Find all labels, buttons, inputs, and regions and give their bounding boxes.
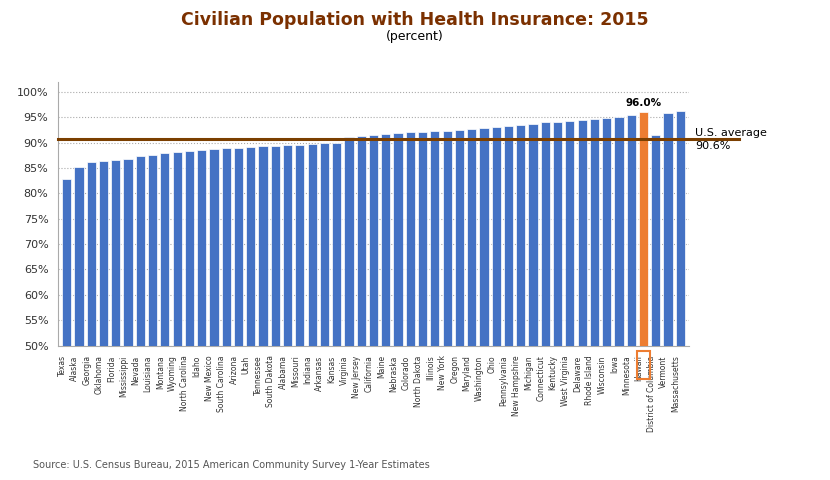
Bar [197,150,207,346]
Bar [480,128,489,346]
Bar [308,144,317,346]
Bar [222,148,231,346]
Bar [676,110,685,346]
Bar [602,118,611,346]
Bar [234,147,243,346]
Bar [185,151,194,346]
Bar [124,159,133,346]
Bar [393,133,403,346]
Bar [344,137,354,346]
Bar [639,112,648,346]
Bar [455,130,464,346]
Text: Source: U.S. Census Bureau, 2015 American Community Survey 1-Year Estimates: Source: U.S. Census Bureau, 2015 America… [33,460,430,470]
Bar [271,145,280,346]
Text: (percent): (percent) [386,30,444,43]
Bar [430,132,439,346]
Bar [442,131,452,346]
Bar [663,113,672,346]
Bar [332,143,341,346]
Bar [295,144,305,346]
Bar [467,129,476,346]
Bar [565,121,574,346]
Bar [590,119,599,346]
Bar [258,146,267,346]
Bar [357,136,366,346]
Bar [369,135,378,346]
Bar [418,132,427,346]
Bar [160,153,169,346]
Text: Civilian Population with Health Insurance: 2015: Civilian Population with Health Insuranc… [181,11,649,29]
Bar [247,147,256,346]
Bar [99,161,108,346]
Bar [406,132,415,346]
Bar [516,125,525,346]
Bar [173,152,182,346]
Bar [504,126,513,346]
Bar [209,149,218,346]
Bar [283,145,292,346]
Text: U.S. average
90.6%: U.S. average 90.6% [696,128,767,151]
Text: 96.0%: 96.0% [626,98,662,108]
Bar [111,160,120,346]
Bar [614,117,623,346]
Bar [86,162,95,346]
Bar [136,156,145,346]
Bar [529,124,538,346]
Bar [381,134,390,346]
Bar [320,143,329,346]
Bar [578,120,587,346]
Bar [627,115,636,346]
Bar [148,155,157,346]
Bar [540,122,550,346]
Bar [491,127,500,346]
Bar [62,179,71,346]
Bar [652,135,661,346]
Bar [75,168,84,346]
Bar [553,122,562,346]
